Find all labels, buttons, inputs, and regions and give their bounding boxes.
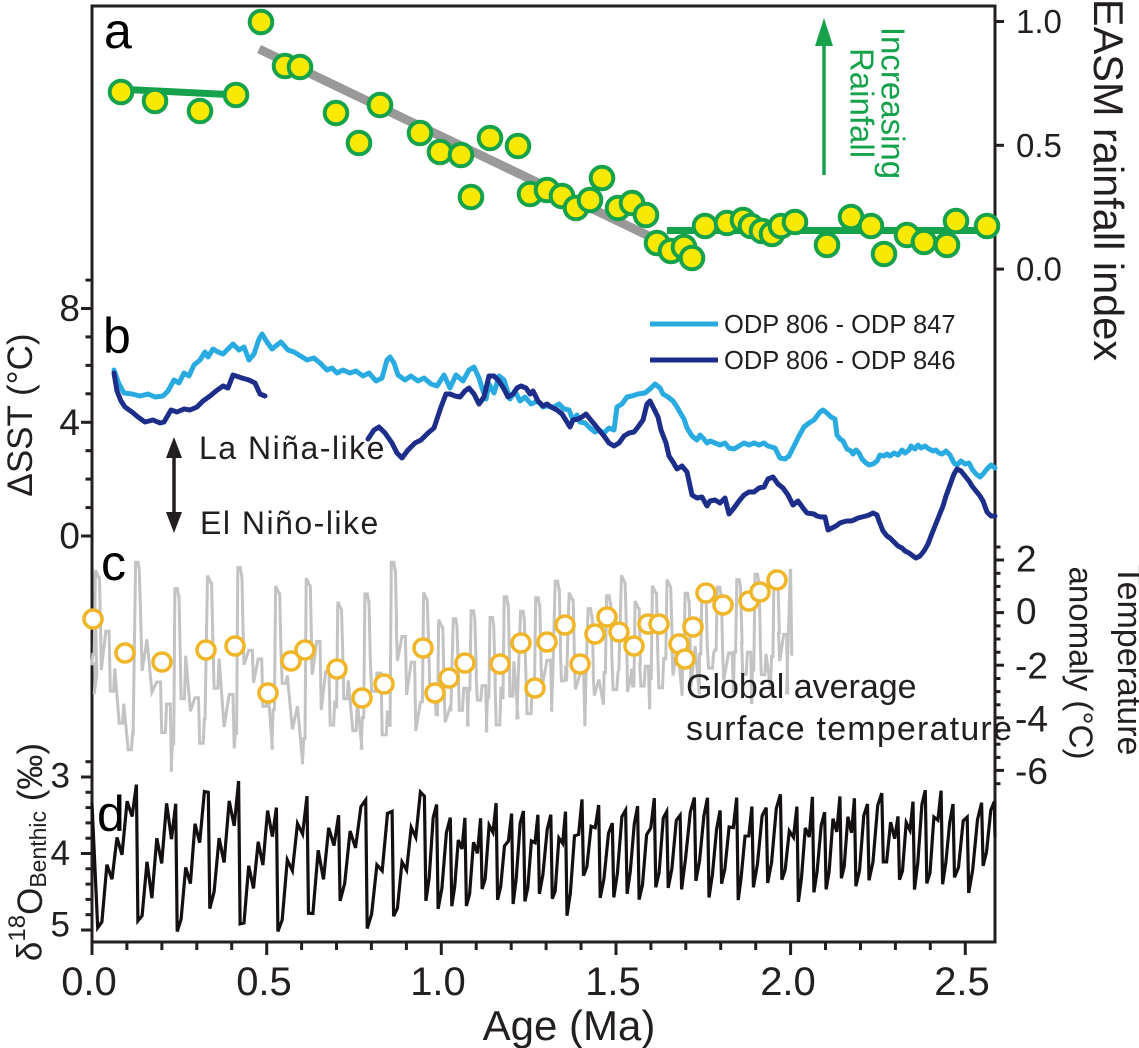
- svg-text:ODP 806 - ODP 846: ODP 806 - ODP 846: [724, 347, 956, 375]
- svg-text:ΔSST (°C): ΔSST (°C): [1, 333, 40, 496]
- svg-text:La Niña-like: La Niña-like: [199, 430, 386, 466]
- svg-text:0.5: 0.5: [1016, 127, 1062, 164]
- svg-text:1.0: 1.0: [410, 960, 466, 1004]
- svg-text:surface temperature: surface temperature: [686, 710, 1013, 748]
- svg-text:-2: -2: [1015, 646, 1048, 687]
- svg-text:5: 5: [51, 906, 70, 945]
- svg-text:2.0: 2.0: [760, 960, 816, 1004]
- svg-text:-4: -4: [1015, 698, 1048, 739]
- svg-text:1.0: 1.0: [1016, 3, 1062, 40]
- svg-text:3: 3: [51, 757, 70, 796]
- svg-text:0: 0: [59, 516, 80, 557]
- svg-text:Temperature: Temperature: [1110, 565, 1139, 756]
- svg-text:Increasing: Increasing: [875, 27, 912, 179]
- svg-text:c: c: [101, 535, 126, 591]
- svg-text:4: 4: [59, 402, 80, 443]
- svg-text:Age (Ma): Age (Ma): [483, 1002, 656, 1048]
- svg-text:d: d: [97, 786, 125, 842]
- svg-text:El Niño-like: El Niño-like: [200, 505, 380, 541]
- svg-text:EASM rainfall index: EASM rainfall index: [1085, 0, 1132, 361]
- svg-text:8: 8: [59, 288, 80, 329]
- svg-text:Rainfall: Rainfall: [844, 48, 881, 158]
- svg-text:Global average: Global average: [686, 668, 917, 706]
- svg-text:anomaly (°C): anomaly (°C): [1063, 567, 1100, 760]
- svg-text:4: 4: [51, 834, 70, 873]
- svg-text:2.5: 2.5: [934, 960, 990, 1004]
- svg-text:1.5: 1.5: [585, 960, 641, 1004]
- svg-text:ODP 806 - ODP 847: ODP 806 - ODP 847: [724, 311, 956, 339]
- svg-text:b: b: [103, 308, 131, 364]
- svg-text:-6: -6: [1015, 751, 1048, 792]
- svg-text:a: a: [104, 3, 132, 59]
- svg-text:0: 0: [1016, 591, 1037, 632]
- svg-text:2: 2: [1016, 539, 1037, 580]
- svg-text:0.5: 0.5: [236, 960, 292, 1004]
- svg-text:0.0: 0.0: [1016, 251, 1062, 288]
- svg-text:0.0: 0.0: [61, 960, 117, 1004]
